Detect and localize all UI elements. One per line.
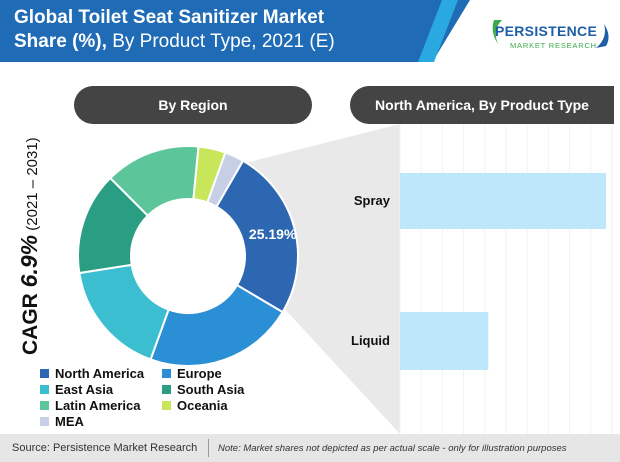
region-legend: North America Europe East Asia South Asia La… <box>40 365 280 429</box>
legend-label-north-america: North America <box>55 365 145 381</box>
legend-swatch-oceania <box>162 400 171 410</box>
logo-name: PERSISTENCE <box>495 23 598 39</box>
chart-canvas: 25.19% <box>77 124 613 434</box>
bar-spray <box>400 173 606 229</box>
slice-mea <box>206 151 245 209</box>
footer-divider <box>208 439 209 457</box>
persistence-logo: PERSISTENCE MARKET RESEARCH <box>488 16 613 56</box>
footer-source: Source: Persistence Market Research <box>12 442 198 454</box>
bar-label-spray: Spray <box>353 193 390 208</box>
title-line2-rest: By Product Type, 2021 (E) <box>106 31 335 52</box>
bar-liquid <box>400 312 489 370</box>
legend-item-north-america: North America <box>40 365 162 381</box>
logo-swoosh-icon <box>492 20 609 48</box>
legend-swatch-latin-america <box>40 400 49 410</box>
legend-swatch-mea <box>40 416 49 426</box>
footer-bar: Source: Persistence Market Research Note… <box>0 434 620 462</box>
slice-north-america <box>215 159 299 314</box>
legend-label-mea: MEA <box>55 413 84 429</box>
logo-subtitle: MARKET RESEARCH <box>510 41 597 50</box>
bar-label-liquid: Liquid <box>351 333 390 348</box>
legend-item-south-asia: South Asia <box>162 381 280 397</box>
legend-item-oceania: Oceania <box>162 397 280 413</box>
legend-swatch-north-america <box>40 368 49 378</box>
data-label-north-america: 25.19% <box>249 226 297 242</box>
header-banner <box>0 0 470 62</box>
chart-title: Global Toilet Seat Sanitizer Market Shar… <box>14 6 414 54</box>
legend-label-latin-america: Latin America <box>55 397 141 413</box>
legend-item-east-asia: East Asia <box>40 381 162 397</box>
legend-label-east-asia: East Asia <box>55 381 114 397</box>
legend-label-europe: Europe <box>177 365 222 381</box>
title-line2-bold: Share (%), <box>14 31 107 52</box>
footer-note: Note: Market shares not depicted as per … <box>218 442 567 454</box>
legend-label-south-asia: South Asia <box>177 381 245 397</box>
legend-swatch-europe <box>162 368 171 378</box>
title-line1: Global Toilet Seat Sanitizer Market <box>14 7 325 28</box>
pill-north-america-product: North America, By Product Type <box>350 86 614 124</box>
legend-item-europe: Europe <box>162 365 280 381</box>
slice-east-asia <box>78 263 170 361</box>
legend-item-mea: MEA <box>40 413 162 429</box>
slice-europe <box>149 283 284 367</box>
legend-item-latin-america: Latin America <box>40 397 162 413</box>
legend-swatch-east-asia <box>40 384 49 394</box>
pill-by-region: By Region <box>74 86 312 124</box>
legend-swatch-south-asia <box>162 384 171 394</box>
legend-label-oceania: Oceania <box>177 397 228 413</box>
